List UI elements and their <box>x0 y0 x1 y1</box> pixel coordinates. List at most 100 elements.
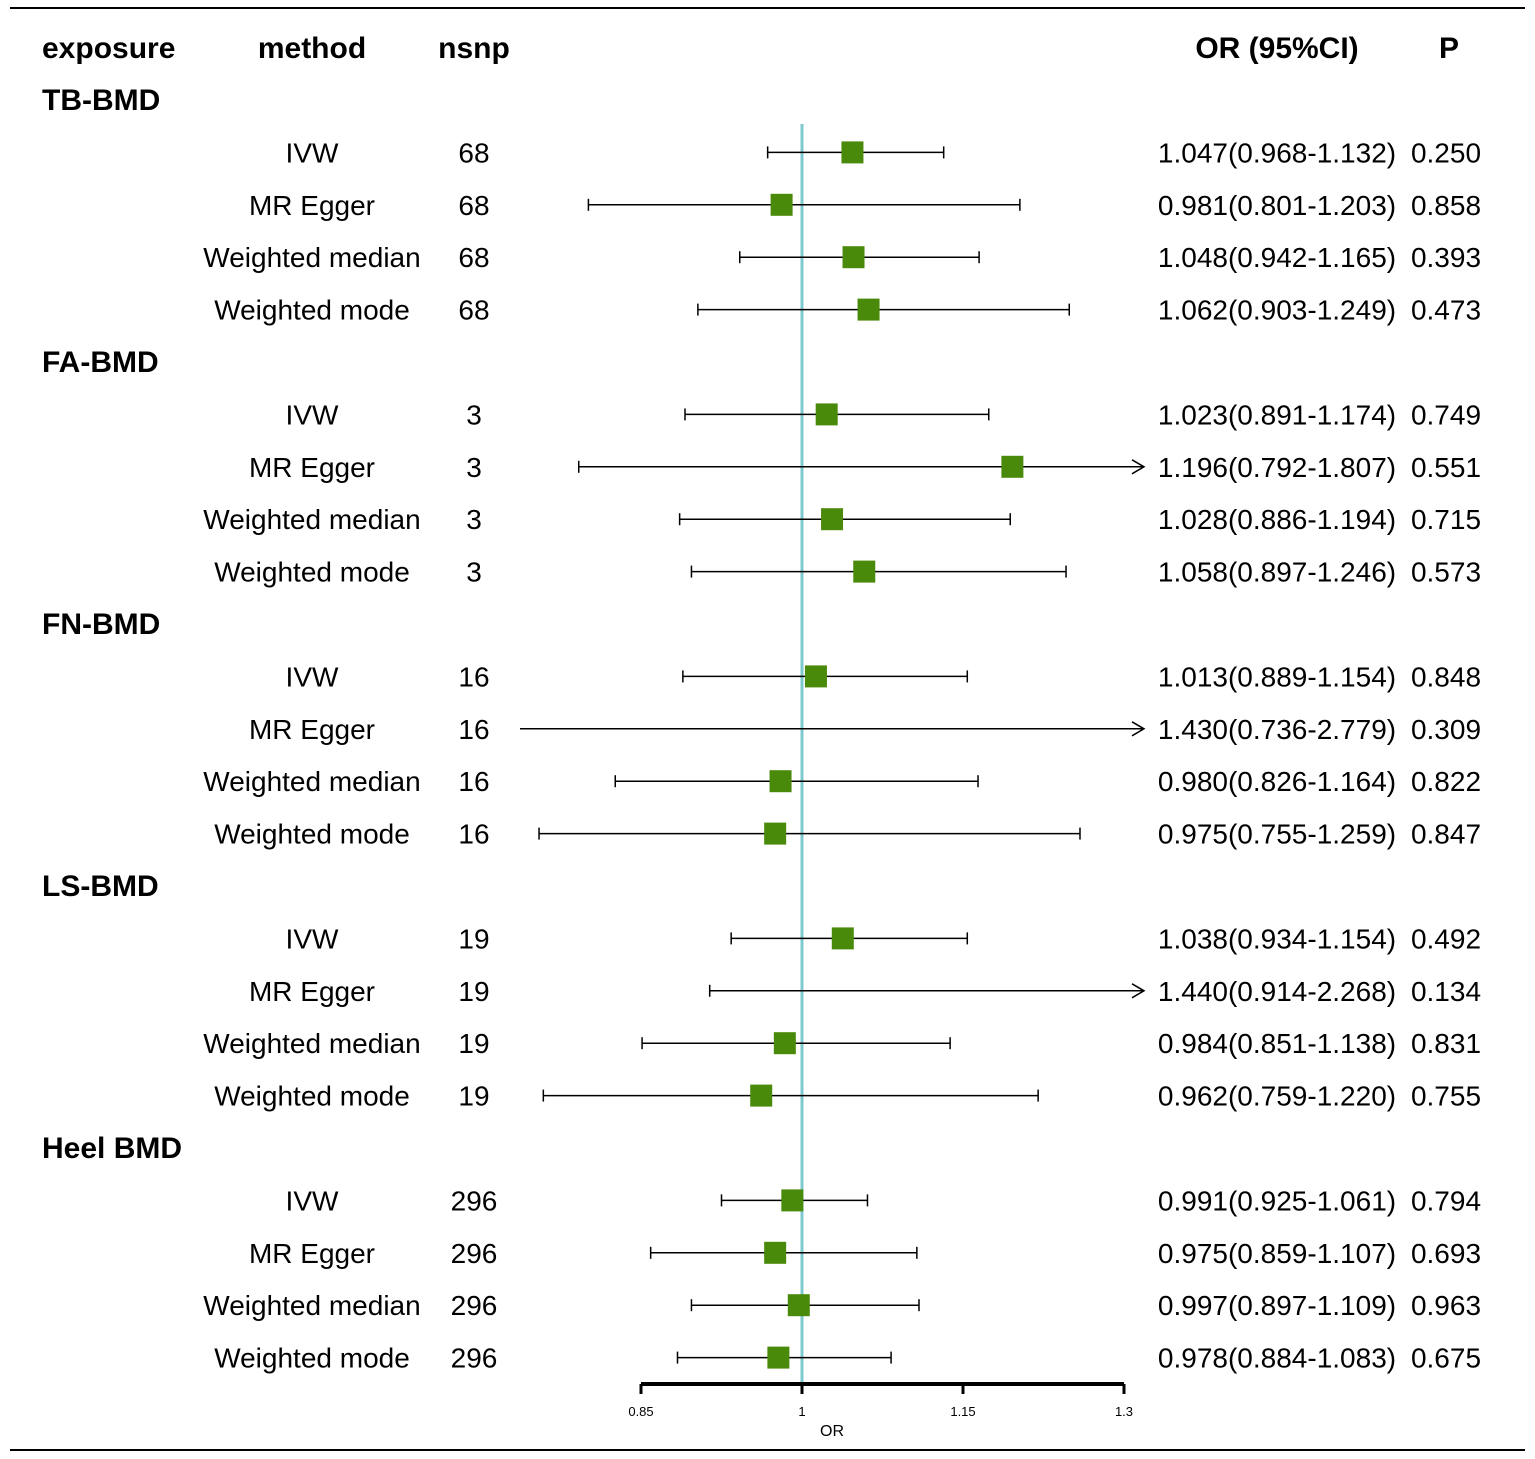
or-marker <box>815 403 838 426</box>
nsnp-cell: 296 <box>451 1343 498 1374</box>
x-tick-label: 1.15 <box>950 1404 975 1419</box>
method-cell: Weighted median <box>203 1028 420 1059</box>
header-exposure: exposure <box>42 32 175 65</box>
group-label: FN-BMD <box>42 608 160 641</box>
ci-arrow-high <box>1131 721 1146 737</box>
or-marker <box>764 1241 787 1264</box>
or-ci-cell: 1.430(0.736-2.779) <box>1158 714 1396 745</box>
or-ci-cell: 0.991(0.925-1.061) <box>1158 1185 1396 1216</box>
method-cell: Weighted mode <box>214 295 410 326</box>
method-cell: Weighted median <box>203 1290 420 1321</box>
or-ci-cell: 1.023(0.891-1.174) <box>1158 399 1396 430</box>
p-value-cell: 0.492 <box>1411 923 1481 954</box>
method-cell: Weighted median <box>203 766 420 797</box>
or-ci-cell: 0.975(0.859-1.107) <box>1158 1238 1396 1269</box>
or-marker <box>770 193 793 216</box>
method-cell: IVW <box>286 1185 339 1216</box>
x-axis-label: OR <box>820 1423 844 1440</box>
or-ci-cell: 0.981(0.801-1.203) <box>1158 190 1396 221</box>
method-cell: MR Egger <box>249 452 375 483</box>
nsnp-cell: 16 <box>458 714 489 745</box>
p-value-cell: 0.134 <box>1411 976 1481 1007</box>
method-cell: IVW <box>286 923 339 954</box>
or-ci-cell: 1.048(0.942-1.165) <box>1158 242 1396 273</box>
nsnp-cell: 16 <box>458 766 489 797</box>
x-tick-label: 0.85 <box>628 1404 653 1419</box>
p-value-cell: 0.822 <box>1411 766 1481 797</box>
x-axis: 0.85 1 1.15 1.3 OR <box>628 1382 1133 1440</box>
method-cell: MR Egger <box>249 714 375 745</box>
or-ci-cell: 1.440(0.914-2.268) <box>1158 976 1396 1007</box>
method-cell: Weighted mode <box>214 819 410 850</box>
or-marker <box>1001 455 1024 478</box>
nsnp-cell: 68 <box>458 242 489 273</box>
nsnp-cell: 3 <box>466 504 482 535</box>
nsnp-cell: 16 <box>458 819 489 850</box>
or-ci-cell: 0.984(0.851-1.138) <box>1158 1028 1396 1059</box>
or-marker <box>842 246 865 269</box>
header-nsnp: nsnp <box>438 32 510 65</box>
rows-layer: TB-BMD IVW 68 1.047(0.968-1.132) 0.250 MR Egg… <box>42 84 1481 1374</box>
or-marker <box>750 1084 773 1107</box>
or-ci-cell: 0.980(0.826-1.164) <box>1158 766 1396 797</box>
or-ci-cell: 1.058(0.897-1.246) <box>1158 557 1396 588</box>
or-ci-cell: 1.013(0.889-1.154) <box>1158 661 1396 692</box>
method-cell: MR Egger <box>249 976 375 1007</box>
or-ci-cell: 1.028(0.886-1.194) <box>1158 504 1396 535</box>
group-label: LS-BMD <box>42 870 159 903</box>
or-marker <box>831 927 854 950</box>
or-marker <box>773 1032 796 1055</box>
nsnp-cell: 3 <box>466 399 482 430</box>
or-ci-cell: 1.047(0.968-1.132) <box>1158 137 1396 168</box>
or-ci-cell: 0.962(0.759-1.220) <box>1158 1081 1396 1112</box>
x-tick-label: 1 <box>798 1404 805 1419</box>
or-marker <box>857 298 880 321</box>
p-value-cell: 0.715 <box>1411 504 1481 535</box>
method-cell: Weighted mode <box>214 557 410 588</box>
p-value-cell: 0.250 <box>1411 137 1481 168</box>
nsnp-cell: 68 <box>458 190 489 221</box>
nsnp-cell: 296 <box>451 1185 498 1216</box>
method-cell: IVW <box>286 137 339 168</box>
or-ci-cell: 1.038(0.934-1.154) <box>1158 923 1396 954</box>
p-value-cell: 0.693 <box>1411 1238 1481 1269</box>
p-value-cell: 0.473 <box>1411 295 1481 326</box>
nsnp-cell: 3 <box>466 452 482 483</box>
header-method: method <box>258 32 366 65</box>
or-marker <box>853 560 876 583</box>
p-value-cell: 0.963 <box>1411 1290 1481 1321</box>
nsnp-cell: 296 <box>451 1238 498 1269</box>
or-marker <box>781 1189 804 1212</box>
p-value-cell: 0.675 <box>1411 1343 1481 1374</box>
or-marker <box>804 665 827 688</box>
p-value-cell: 0.847 <box>1411 819 1481 850</box>
or-ci-cell: 0.997(0.897-1.109) <box>1158 1290 1396 1321</box>
p-value-cell: 0.831 <box>1411 1028 1481 1059</box>
p-value-cell: 0.749 <box>1411 399 1481 430</box>
or-marker <box>787 1294 810 1317</box>
group-label: Heel BMD <box>42 1132 182 1165</box>
header-or-ci: OR (95%CI) <box>1195 32 1358 65</box>
nsnp-cell: 19 <box>458 1028 489 1059</box>
or-ci-cell: 1.196(0.792-1.807) <box>1158 452 1396 483</box>
method-cell: IVW <box>286 661 339 692</box>
nsnp-cell: 16 <box>458 661 489 692</box>
ci-arrow-high <box>1131 459 1146 475</box>
nsnp-cell: 19 <box>458 1081 489 1112</box>
method-cell: IVW <box>286 399 339 430</box>
or-ci-cell: 0.975(0.755-1.259) <box>1158 819 1396 850</box>
or-marker <box>769 770 792 793</box>
nsnp-cell: 3 <box>466 557 482 588</box>
plot-layer <box>520 124 1146 1383</box>
ci-arrow-high <box>1131 983 1146 999</box>
p-value-cell: 0.858 <box>1411 190 1481 221</box>
nsnp-cell: 68 <box>458 137 489 168</box>
method-cell: MR Egger <box>249 190 375 221</box>
p-value-cell: 0.794 <box>1411 1185 1481 1216</box>
or-marker <box>767 1346 790 1369</box>
p-value-cell: 0.309 <box>1411 714 1481 745</box>
method-cell: Weighted median <box>203 504 420 535</box>
header-p: P <box>1439 32 1459 65</box>
nsnp-cell: 19 <box>458 923 489 954</box>
